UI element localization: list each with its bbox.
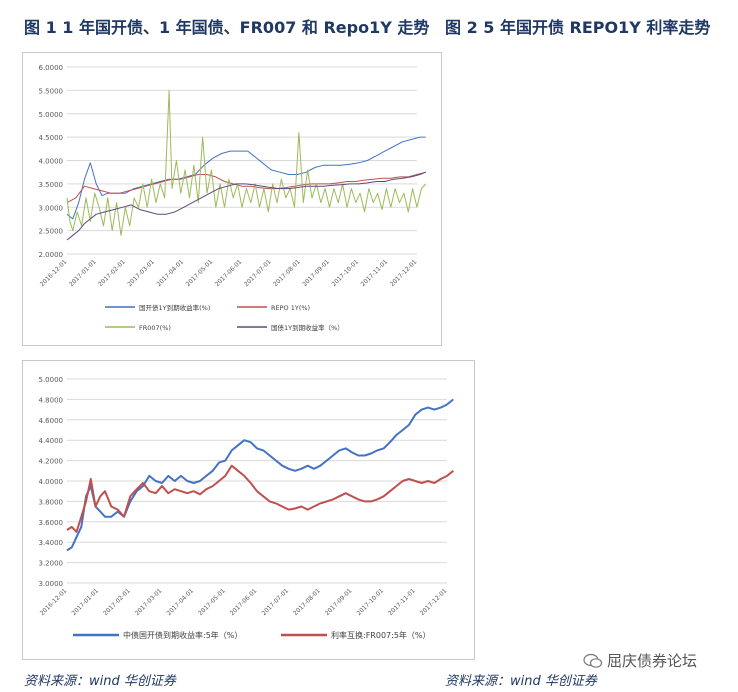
y-tick-label: 4.5000 [39, 134, 64, 142]
y-tick-label: 3.2000 [39, 560, 64, 568]
series-line-0 [66, 136, 426, 220]
legend-label-1: 利率互换:FR007:5年（%） [331, 630, 431, 640]
x-tick-label: 2017-10-01 [330, 258, 360, 288]
x-tick-label: 2017-12-01 [389, 258, 419, 288]
y-tick-label: 5.0000 [39, 111, 64, 119]
x-tick-label: 2017-09-01 [324, 587, 354, 617]
x-tick-label: 2017-01-01 [68, 258, 98, 288]
watermark-text: 屈庆债券论坛 [607, 652, 698, 670]
y-tick-label: 3.5000 [39, 181, 64, 189]
y-tick-label: 4.4000 [39, 437, 64, 445]
legend-label-0: 国开债1Y到期收益率(%) [139, 303, 210, 312]
y-tick-label: 4.8000 [39, 396, 64, 404]
legend-label-1: REPO 1Y(%) [271, 304, 310, 312]
x-tick-label: 2017-02-01 [97, 258, 127, 288]
chart-1-frame: 2.0000 2.5000 3.0000 3.5000 4.0000 4.5000 5.00… [22, 52, 442, 346]
x-tick-label: 2017-11-01 [387, 587, 417, 617]
x-tick-label: 2017-03-01 [126, 258, 156, 288]
y-tick-label: 3.4000 [39, 539, 64, 547]
x-tick-label: 2017-04-01 [155, 258, 185, 288]
figure-1-title: 图 1 1 年国开债、1 年国债、FR007 和 Repo1Y 走势 [24, 18, 430, 37]
x-tick-label: 2017-11-01 [360, 258, 390, 288]
x-tick-label: 2016-12-01 [39, 258, 69, 288]
chart-2-frame: 3.0000 3.2000 3.4000 3.6000 3.8000 4.0000 4.20… [22, 360, 475, 660]
y-tick-label: 4.2000 [39, 458, 64, 466]
y-tick-label: 4.0000 [39, 478, 64, 486]
y-tick-label: 5.5000 [39, 87, 64, 95]
wechat-icon [583, 653, 603, 668]
x-tick-label: 2017-05-01 [185, 258, 215, 288]
y-tick-label: 3.0000 [39, 204, 64, 212]
series-line-2 [66, 89, 427, 236]
x-tick-label: 2017-07-01 [243, 258, 273, 288]
series-line-1 [66, 171, 426, 204]
source-note-right: 资料来源：wind 华创证券 [445, 674, 597, 689]
x-tick-label: 2017-03-01 [134, 587, 164, 617]
x-tick-label: 2017-06-01 [214, 258, 244, 288]
y-tick-label: 2.0000 [39, 251, 64, 259]
x-tick-label: 2017-08-01 [292, 587, 322, 617]
y-tick-label: 2.5000 [39, 228, 64, 236]
y-tick-label: 3.8000 [39, 498, 64, 506]
x-tick-label: 2017-04-01 [165, 587, 195, 617]
y-tick-label: 5.0000 [39, 376, 64, 384]
chart-1: 2.0000 2.5000 3.0000 3.5000 4.0000 4.5000 5.00… [39, 64, 427, 332]
legend-label-3: 国债1Y到期收益率（%） [271, 323, 344, 332]
y-tick-label: 4.0000 [39, 158, 64, 166]
legend-label-0: 中债国开债到期收益率:5年（%） [123, 630, 242, 640]
y-tick-label: 3.0000 [39, 580, 64, 588]
x-tick-label: 2017-01-01 [70, 587, 100, 617]
x-tick-label: 2017-09-01 [301, 258, 331, 288]
watermark: 屈庆债券论坛 [583, 650, 697, 671]
series-line-1 [66, 464, 454, 533]
y-tick-label: 3.6000 [39, 519, 64, 527]
chart-2: 3.0000 3.2000 3.4000 3.6000 3.8000 4.0000 4.20… [39, 376, 454, 640]
x-tick-label: 2017-12-01 [419, 587, 449, 617]
series-line-0 [66, 398, 454, 552]
figure-2-title: 图 2 5 年国开债 REPO1Y 利率走势 [445, 18, 711, 37]
x-tick-label: 2017-05-01 [197, 587, 227, 617]
x-tick-label: 2016-12-01 [39, 587, 69, 617]
x-tick-label: 2017-06-01 [229, 587, 259, 617]
y-tick-label: 6.0000 [39, 64, 64, 72]
legend-label-2: FR007(%) [139, 324, 171, 332]
x-tick-label: 2017-07-01 [260, 587, 290, 617]
source-note-left: 资料来源：wind 华创证券 [24, 674, 176, 689]
x-tick-label: 2017-08-01 [272, 258, 302, 288]
series-line-3 [66, 171, 426, 241]
y-tick-label: 4.6000 [39, 417, 64, 425]
x-tick-label: 2017-02-01 [102, 587, 132, 617]
x-tick-label: 2017-10-01 [355, 587, 385, 617]
